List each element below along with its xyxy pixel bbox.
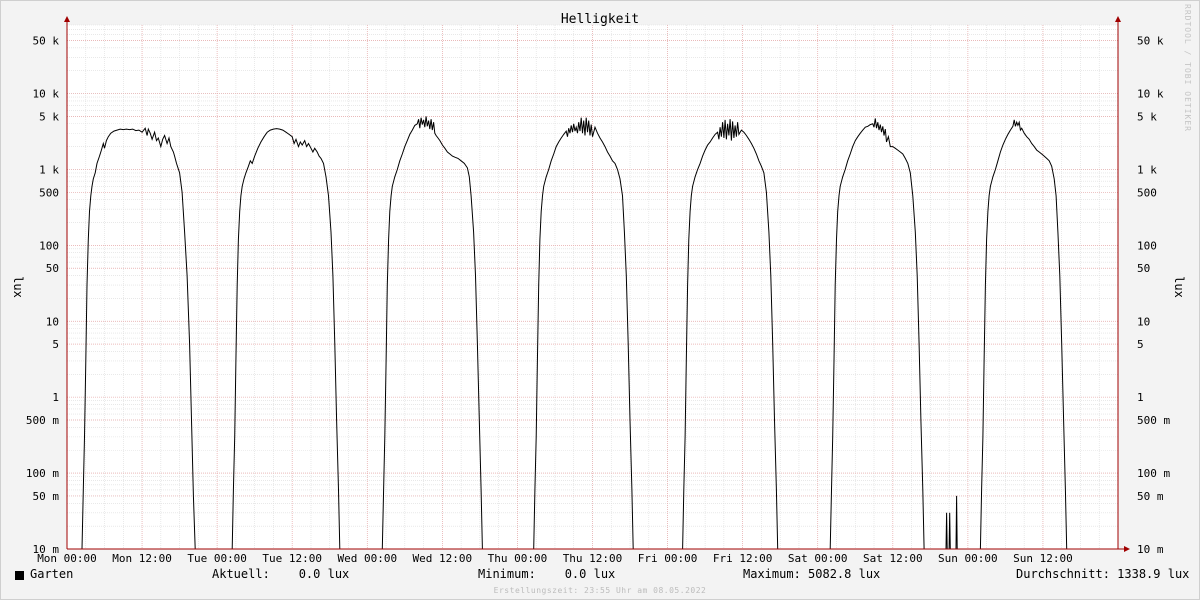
legend-series-name: Garten: [30, 567, 74, 581]
y-tick-label-left: 1: [52, 391, 59, 404]
y-tick-label-right: 50 k: [1137, 34, 1164, 47]
y-tick-label-right: 100: [1137, 239, 1157, 252]
y-tick-label-left: 10: [46, 315, 59, 328]
y-tick-label-right: 100 m: [1137, 467, 1170, 480]
y-tick-label-left: 50 m: [33, 490, 60, 503]
x-tick-label: Sat 00:00: [788, 552, 848, 565]
x-tick-label: Sun 00:00: [938, 552, 998, 565]
axes: [64, 16, 1130, 552]
y-tick-label-left: 5 k: [39, 110, 59, 123]
y-axis-arrow-right: [1115, 16, 1121, 22]
watermark: RRDTOOL / TOBI OETIKER: [1183, 4, 1192, 132]
y-tick-label-left: 1 k: [39, 163, 59, 176]
x-tick-label: Mon 12:00: [112, 552, 172, 565]
y-tick-label-right: 50: [1137, 262, 1150, 275]
legend-minimum: Minimum: 0.0 lux: [478, 567, 616, 581]
x-axis-ticks: Mon 00:00 Mon 12:00 Tue 00:00 Tue 12:00 Wed …: [37, 552, 1073, 565]
y-tick-label-left: 10 m: [33, 543, 60, 556]
x-tick-label: Fri 12:00: [713, 552, 773, 565]
x-tick-label: Tue 12:00: [262, 552, 322, 565]
y-tick-label-right: 10: [1137, 315, 1150, 328]
y-tick-label-right: 50 m: [1137, 490, 1164, 503]
x-tick-label: Wed 00:00: [337, 552, 397, 565]
y-axis-ticks: 10 m 10 m 50 m 50 m 100 m 100 m 500 m 500 m 1 1 5 5…: [26, 34, 1171, 556]
y-axis-label-left: lux: [11, 276, 25, 298]
legend-swatch-garten: [15, 571, 24, 580]
y-tick-label-left: 500: [39, 186, 59, 199]
y-tick-label-right: 1: [1137, 391, 1144, 404]
footer-creation-time: Erstellungszeit: 23:55 Uhr am 08.05.2022: [493, 586, 707, 595]
y-axis-arrow-left: [64, 16, 70, 22]
x-tick-label: Tue 00:00: [187, 552, 247, 565]
legend-aktuell: Aktuell: 0.0 lux: [212, 567, 350, 581]
x-tick-label: Mon 00:00: [37, 552, 97, 565]
y-tick-label-right: 500: [1137, 186, 1157, 199]
legend-durchschnitt: Durchschnitt: 1338.9 lux: [1016, 567, 1190, 581]
x-axis-arrow: [1124, 546, 1130, 552]
legend-maximum: Maximum: 5082.8 lux: [743, 567, 881, 581]
x-tick-label: Wed 12:00: [413, 552, 473, 565]
chart-title: Helligkeit: [561, 12, 639, 27]
y-tick-label-right: 10 m: [1137, 543, 1164, 556]
x-tick-label: Thu 12:00: [563, 552, 623, 565]
x-tick-label: Sat 12:00: [863, 552, 923, 565]
y-tick-label-right: 1 k: [1137, 163, 1157, 176]
y-tick-label-right: 5 k: [1137, 110, 1157, 123]
y-tick-label-right: 10 k: [1137, 88, 1164, 101]
y-tick-label-right: 5: [1137, 338, 1144, 351]
x-tick-label: Thu 00:00: [488, 552, 548, 565]
y-tick-label-left: 50 k: [33, 34, 60, 47]
y-tick-label-right: 500 m: [1137, 414, 1170, 427]
y-tick-label-left: 100: [39, 239, 59, 252]
y-tick-label-left: 500 m: [26, 414, 59, 427]
y-tick-label-left: 10 k: [33, 88, 60, 101]
x-tick-label: Sun 12:00: [1013, 552, 1073, 565]
y-tick-label-left: 5: [52, 338, 59, 351]
y-tick-label-left: 100 m: [26, 467, 59, 480]
series-line-garten: [67, 116, 1118, 550]
y-tick-label-left: 50: [46, 262, 59, 275]
y-axis-label-right: lux: [1172, 276, 1186, 298]
x-tick-label: Fri 00:00: [638, 552, 698, 565]
